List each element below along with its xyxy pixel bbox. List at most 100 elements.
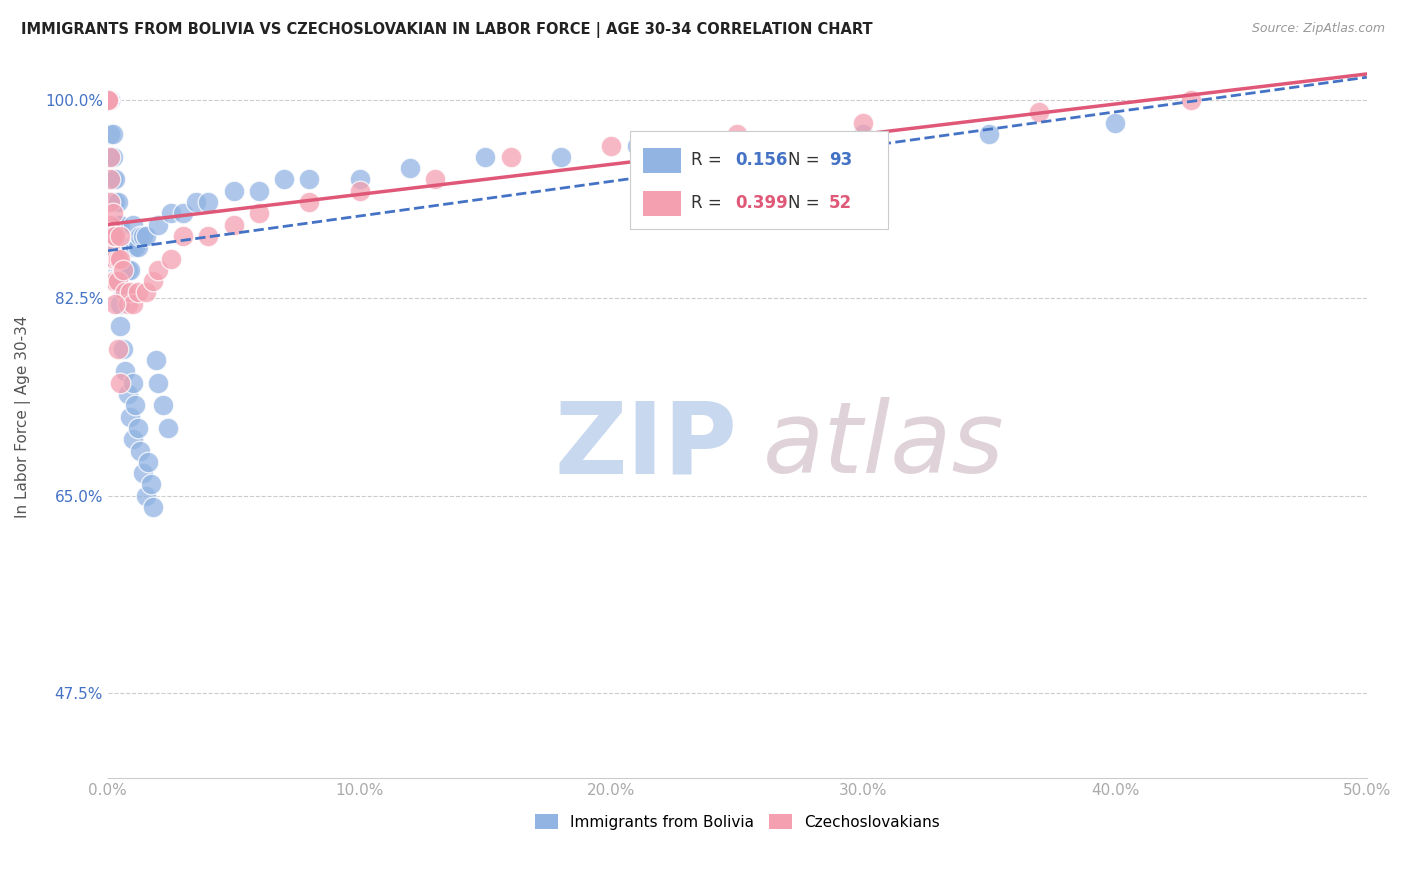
Point <box>184 194 207 209</box>
Point <box>146 218 169 232</box>
Point <box>101 228 124 243</box>
Point <box>97 93 120 107</box>
Point <box>120 409 142 424</box>
FancyBboxPatch shape <box>630 131 889 228</box>
Point <box>98 240 121 254</box>
Point <box>104 194 127 209</box>
Point <box>172 228 194 243</box>
Point <box>101 206 124 220</box>
Point <box>98 172 121 186</box>
Point <box>120 240 142 254</box>
Point <box>98 218 121 232</box>
Point <box>114 285 136 300</box>
Point <box>111 240 134 254</box>
Text: 0.399: 0.399 <box>735 194 787 212</box>
Point <box>114 285 136 300</box>
Point <box>550 150 572 164</box>
Point <box>104 274 127 288</box>
Point <box>110 262 132 277</box>
Bar <box>643 191 681 216</box>
Point <box>146 262 169 277</box>
Y-axis label: In Labor Force | Age 30-34: In Labor Force | Age 30-34 <box>15 316 31 518</box>
Point <box>110 228 132 243</box>
Point <box>97 93 120 107</box>
Point <box>852 127 875 141</box>
Point <box>127 285 149 300</box>
Point <box>273 172 295 186</box>
Text: R =: R = <box>690 194 727 212</box>
Point <box>104 228 127 243</box>
Point <box>977 127 1000 141</box>
Legend: Immigrants from Bolivia, Czechoslovakians: Immigrants from Bolivia, Czechoslovakian… <box>529 807 946 836</box>
Text: 0.156: 0.156 <box>735 152 787 169</box>
Point <box>101 172 124 186</box>
Point <box>97 93 120 107</box>
Point <box>139 477 162 491</box>
Point <box>97 93 120 107</box>
Point <box>197 194 219 209</box>
Point <box>98 194 121 209</box>
Point <box>107 274 129 288</box>
Point <box>110 319 132 334</box>
Point <box>107 274 129 288</box>
Text: 93: 93 <box>830 152 852 169</box>
Point <box>423 172 446 186</box>
Point <box>97 93 120 107</box>
Bar <box>643 148 681 173</box>
Point <box>98 93 121 107</box>
Point <box>157 421 180 435</box>
Point <box>97 93 120 107</box>
Point <box>114 262 136 277</box>
Point <box>146 376 169 390</box>
Point <box>107 342 129 356</box>
Point <box>110 296 132 310</box>
Point <box>97 93 120 107</box>
Point <box>222 218 245 232</box>
Point <box>298 172 321 186</box>
Text: ZIP: ZIP <box>554 397 737 494</box>
Text: 52: 52 <box>830 194 852 212</box>
Point <box>110 218 132 232</box>
Point <box>101 150 124 164</box>
Point <box>159 252 181 266</box>
Point <box>172 206 194 220</box>
Point <box>136 455 159 469</box>
Point <box>725 138 748 153</box>
Point <box>97 93 120 107</box>
Point <box>474 150 496 164</box>
Point <box>104 172 127 186</box>
Point <box>135 228 157 243</box>
Point <box>298 194 321 209</box>
Point <box>222 184 245 198</box>
Point <box>97 93 120 107</box>
Point <box>1028 104 1050 119</box>
Point <box>129 443 152 458</box>
Point <box>142 500 165 514</box>
Point <box>349 172 371 186</box>
Text: N =: N = <box>787 194 824 212</box>
Point <box>101 127 124 141</box>
Point <box>127 240 149 254</box>
Point <box>98 93 121 107</box>
Point <box>98 150 121 164</box>
Point <box>97 93 120 107</box>
Point <box>101 274 124 288</box>
Point <box>247 184 270 198</box>
Point <box>101 228 124 243</box>
Point <box>124 398 146 412</box>
Point <box>122 240 145 254</box>
Text: IMMIGRANTS FROM BOLIVIA VS CZECHOSLOVAKIAN IN LABOR FORCE | AGE 30-34 CORRELATIO: IMMIGRANTS FROM BOLIVIA VS CZECHOSLOVAKI… <box>21 22 873 38</box>
Point <box>122 218 145 232</box>
Point <box>135 285 157 300</box>
Point <box>117 387 139 401</box>
Point <box>97 93 120 107</box>
Point <box>122 432 145 446</box>
Point <box>110 252 132 266</box>
Point <box>104 252 127 266</box>
Point <box>127 421 149 435</box>
Point <box>1104 116 1126 130</box>
Point <box>98 194 121 209</box>
Text: N =: N = <box>787 152 824 169</box>
Point <box>122 296 145 310</box>
Point <box>97 93 120 107</box>
